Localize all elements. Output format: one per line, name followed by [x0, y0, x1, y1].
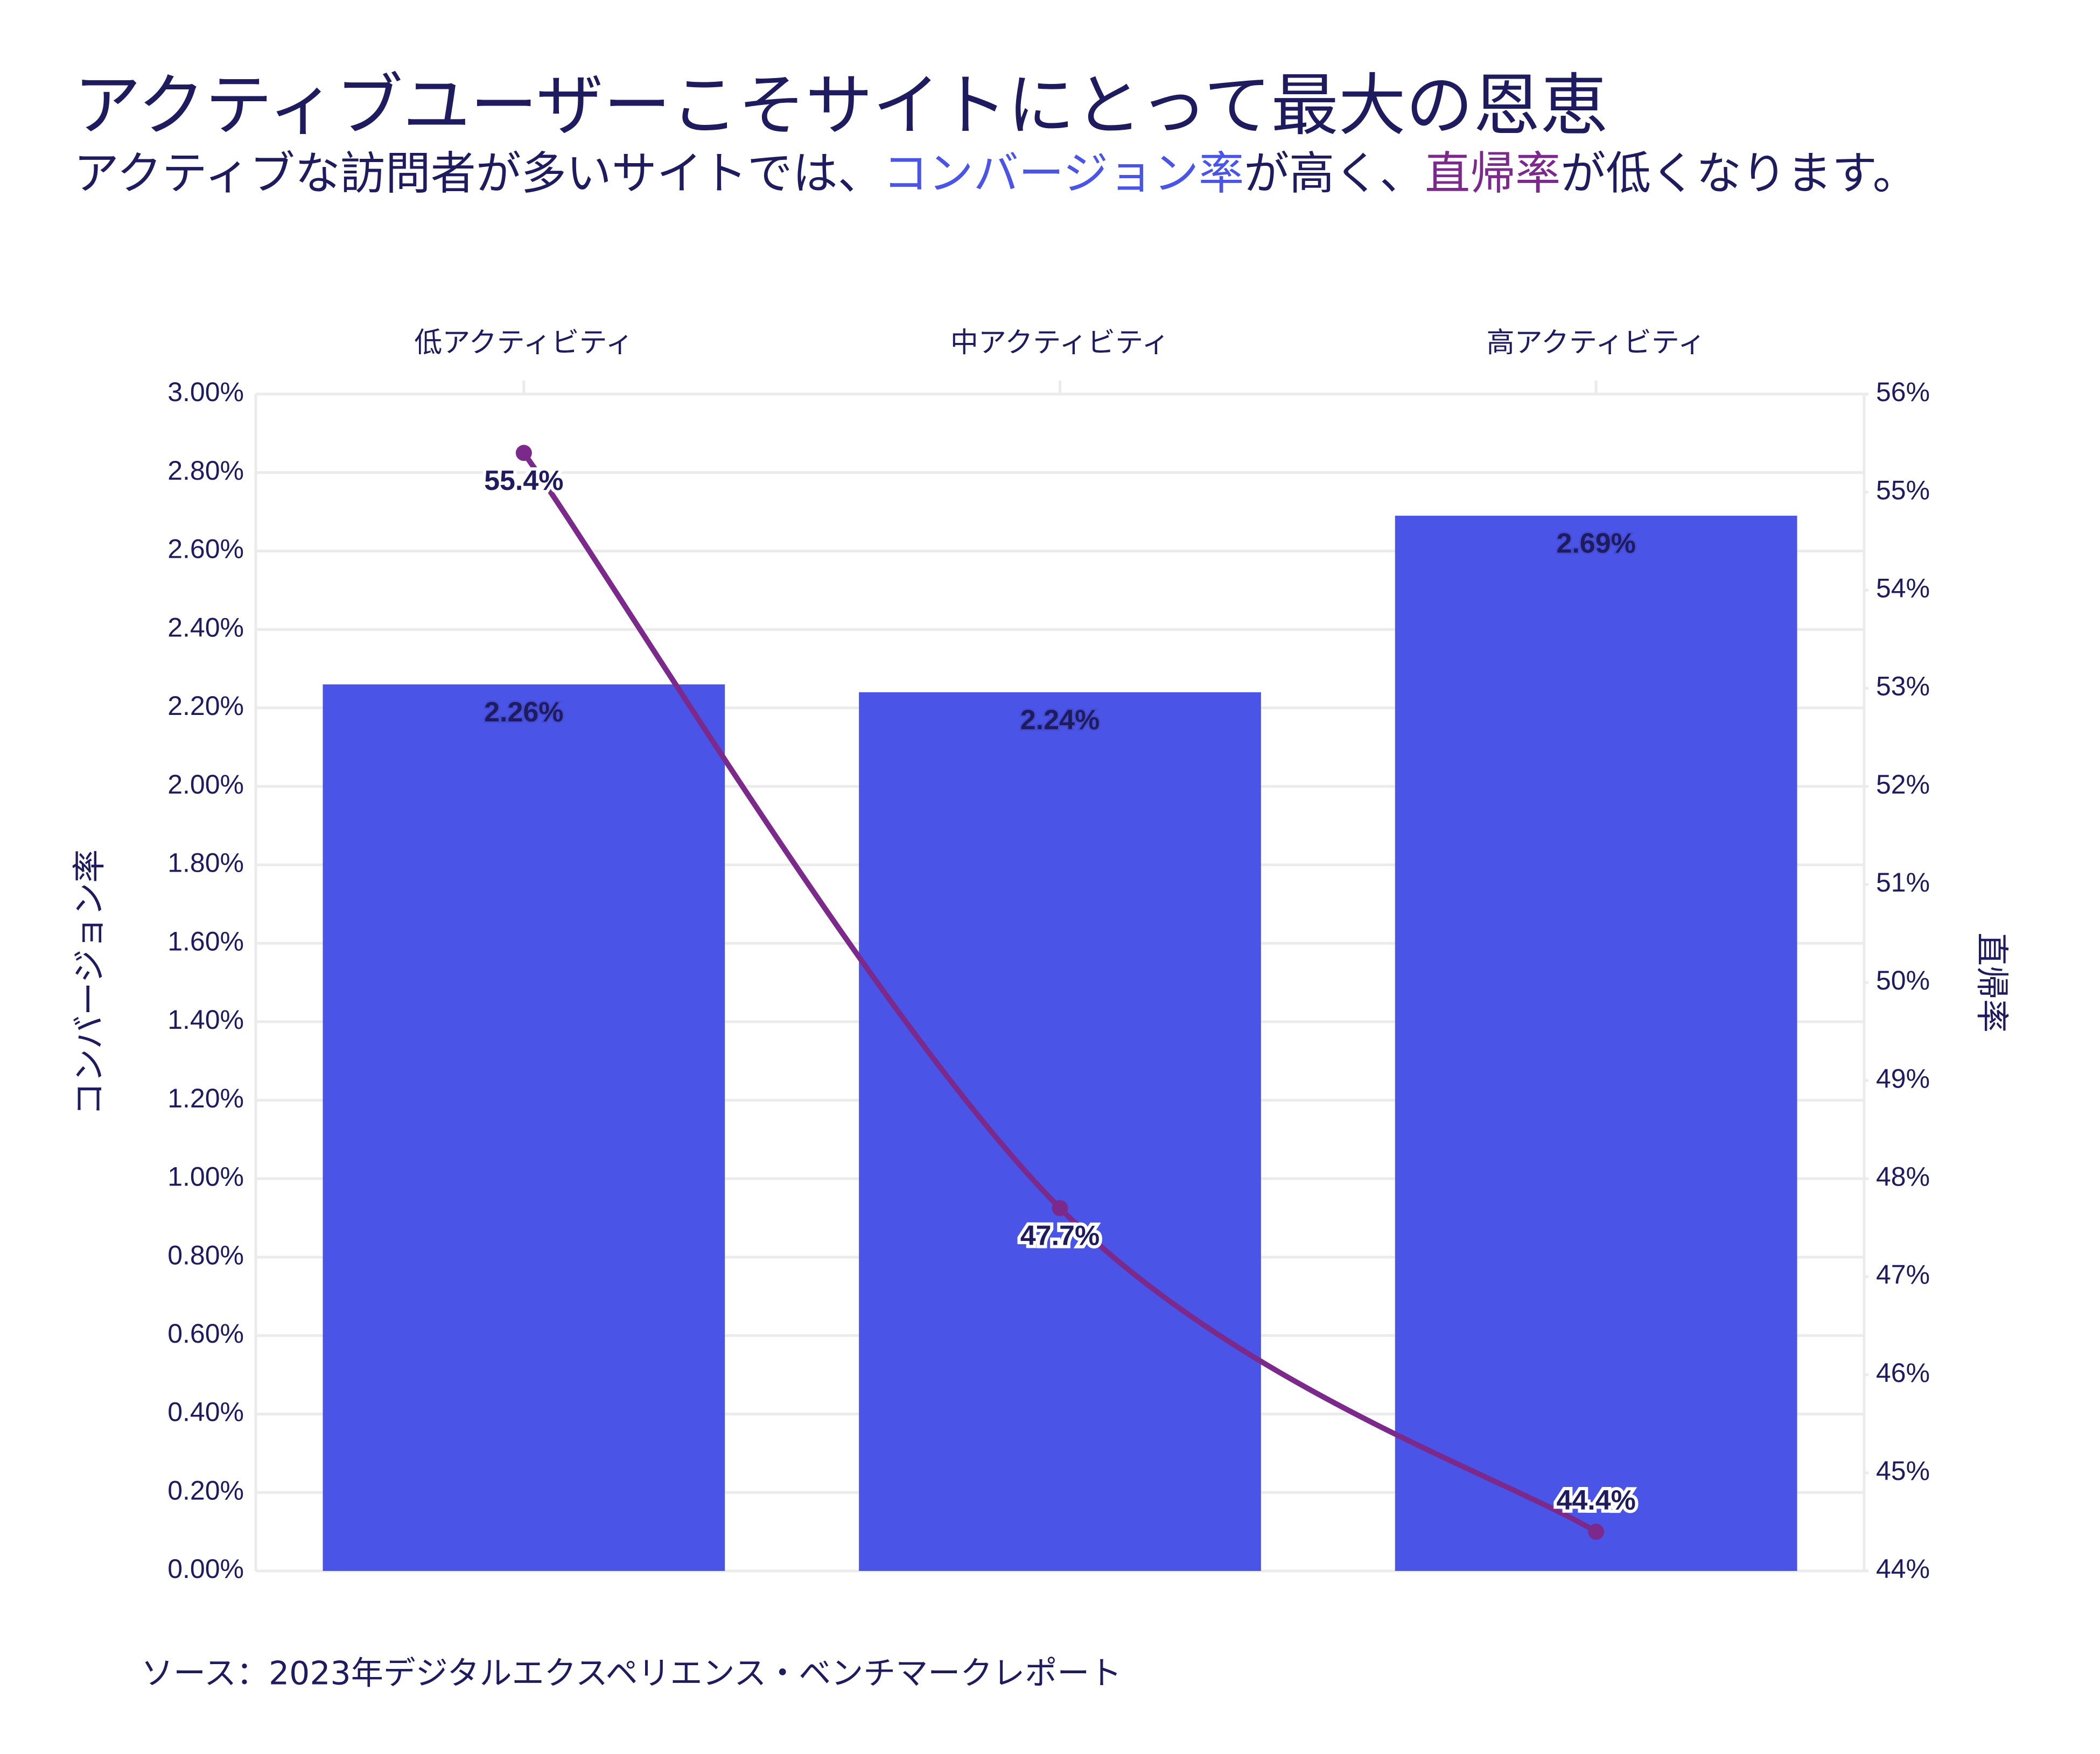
x-tick-label: 高アクティビティ: [1487, 327, 1706, 359]
y-tick-label: 2.60%: [167, 534, 244, 564]
y2-axis-title: 直帰率: [1972, 932, 2012, 1033]
y-tick-label: 2.00%: [167, 769, 244, 799]
y-tick-label: 0.60%: [167, 1318, 244, 1349]
subtitle-segment: が高く、: [1244, 147, 1425, 200]
y2-tick-label: 45%: [1876, 1456, 1930, 1486]
bar: [859, 692, 1261, 1571]
x-tick-label: 中アクティビティ: [950, 327, 1170, 359]
y-tick-label: 1.40%: [167, 1005, 244, 1035]
y2-tick-label: 50%: [1876, 965, 1930, 995]
bar-value-label: 2.24%: [1020, 705, 1100, 736]
y2-tick-label: 53%: [1876, 671, 1930, 701]
y2-tick-label: 44%: [1876, 1554, 1930, 1584]
y2-tick-label: 51%: [1876, 867, 1930, 897]
y-tick-label: 0.20%: [167, 1475, 244, 1505]
bar: [323, 684, 725, 1571]
subtitle-segment: コンバージョン率: [883, 147, 1244, 200]
y2-tick-label: 56%: [1876, 377, 1930, 407]
x-tick-label: 低アクティビティ: [414, 327, 633, 359]
y2-tick-label: 49%: [1876, 1063, 1930, 1093]
y-axis-title: コンバージョン率: [69, 850, 109, 1116]
bar-value-label: 2.69%: [1556, 528, 1635, 559]
line-point: [515, 445, 532, 461]
y-tick-label: 1.00%: [167, 1162, 244, 1192]
y-tick-label: 0.00%: [167, 1554, 244, 1584]
line-point: [1052, 1199, 1068, 1216]
subtitle-segment: が低くなります。: [1560, 147, 1918, 200]
line-value-label: 47.7%: [1020, 1220, 1100, 1252]
y2-tick-label: 48%: [1876, 1162, 1930, 1192]
y-tick-label: 0.80%: [167, 1240, 244, 1270]
subtitle-segment: アクティブな訪問者が多いサイトでは、: [74, 147, 883, 200]
chart-subtitle: アクティブな訪問者が多いサイトでは、コンバージョン率が高く、直帰率が低くなります…: [74, 147, 1918, 200]
y-tick-label: 1.20%: [167, 1083, 244, 1113]
y2-tick-label: 55%: [1876, 475, 1930, 505]
y-tick-label: 2.40%: [167, 612, 244, 642]
y-tick-label: 1.80%: [167, 848, 244, 878]
marks: [323, 445, 1797, 1571]
y-tick-label: 3.00%: [167, 377, 244, 407]
subtitle-segment: 直帰率: [1425, 147, 1560, 200]
y2-tick-label: 46%: [1876, 1358, 1930, 1388]
y2-tick-label: 52%: [1876, 769, 1930, 799]
bar: [1395, 515, 1797, 1571]
bar-value-label: 2.26%: [484, 697, 563, 728]
line-value-label: 44.4%: [1556, 1485, 1635, 1516]
line-value-label: 55.4%: [484, 465, 563, 496]
chart-title: アクティブユーザーこそサイトにとって最大の恩恵: [74, 67, 1608, 145]
y2-tick-label: 47%: [1876, 1260, 1930, 1290]
y-tick-label: 1.60%: [167, 926, 244, 956]
y-tick-label: 2.20%: [167, 691, 244, 721]
line-point: [1588, 1524, 1605, 1540]
y-tick-label: 0.40%: [167, 1397, 244, 1427]
y2-tick-label: 54%: [1876, 573, 1930, 604]
y-tick-label: 2.80%: [167, 455, 244, 486]
source-note: ソース：2023年デジタルエクスペリエンス・ベンチマークレポート: [141, 1655, 1122, 1693]
labels: 2.26% 2.24% 2.69% 55.4% 47.7% 44.4%: [481, 462, 1639, 1519]
line: [521, 451, 1598, 1534]
